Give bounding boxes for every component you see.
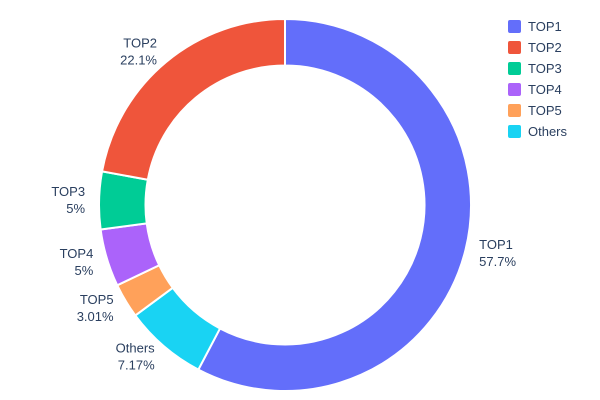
slice-label-top5: TOP5 3.01% xyxy=(77,292,114,324)
legend-item-top5[interactable]: TOP5 xyxy=(508,104,567,117)
slice-label-top2: TOP2 22.1% xyxy=(120,35,157,67)
legend-label-top3: TOP3 xyxy=(528,61,562,76)
pie-slice-top1[interactable] xyxy=(197,17,472,392)
legend-label-others: Others xyxy=(528,124,568,139)
legend-label-top5: TOP5 xyxy=(528,103,562,118)
legend-swatch-top3 xyxy=(508,62,521,75)
legend-label-top4: TOP4 xyxy=(528,82,562,97)
slice-label-top3: TOP3 5% xyxy=(51,184,85,216)
legend-item-top2[interactable]: TOP2 xyxy=(508,41,567,54)
legend-label-top2: TOP2 xyxy=(528,40,562,55)
slice-label-top1: TOP1 57.7% xyxy=(479,237,516,269)
legend-swatch-top4 xyxy=(508,83,521,96)
pie-slice-top2[interactable] xyxy=(100,17,286,181)
pie-slice-top3[interactable] xyxy=(98,170,149,231)
legend-item-top3[interactable]: TOP3 xyxy=(508,62,567,75)
legend-item-top4[interactable]: TOP4 xyxy=(508,83,567,96)
legend-swatch-top5 xyxy=(508,104,521,117)
slice-label-top4: TOP4 5% xyxy=(60,246,94,278)
legend-label-top1: TOP1 xyxy=(528,19,562,34)
legend-item-others[interactable]: Others xyxy=(508,125,567,138)
legend: TOP1 TOP2 TOP3 TOP4 TOP5 Others xyxy=(508,20,567,138)
legend-swatch-top1 xyxy=(508,20,521,33)
slice-label-others: Others 7.17% xyxy=(116,341,156,373)
legend-item-top1[interactable]: TOP1 xyxy=(508,20,567,33)
legend-swatch-top2 xyxy=(508,41,521,54)
legend-swatch-others xyxy=(508,125,521,138)
